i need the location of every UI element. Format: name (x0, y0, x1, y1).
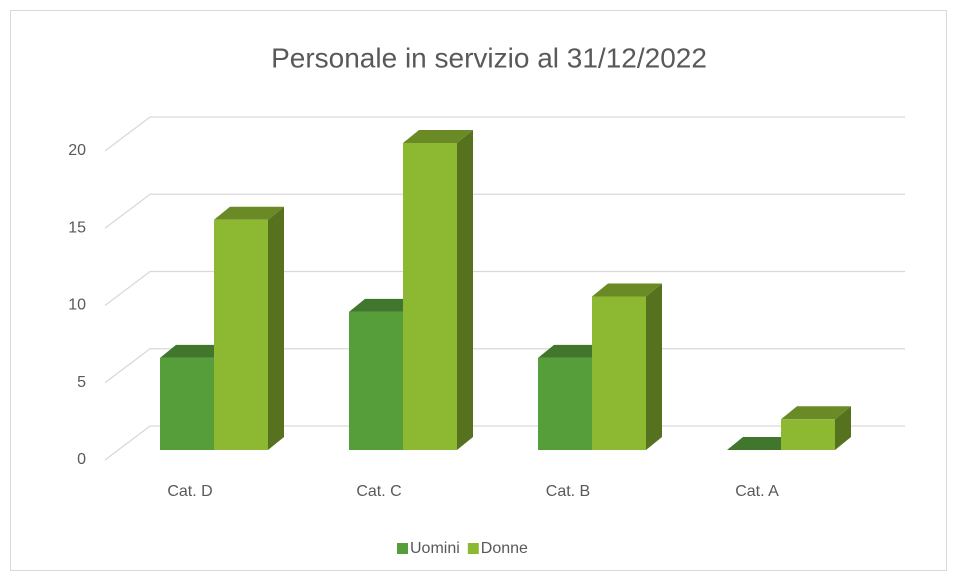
y-tick-label: 5 (77, 374, 86, 391)
bar-top (160, 344, 230, 358)
bar-side (457, 130, 473, 450)
bar-front (781, 419, 835, 450)
legend-label: Donne (481, 540, 528, 557)
bar-front (403, 143, 457, 450)
bar-side (268, 206, 284, 450)
bar (214, 206, 284, 450)
bar-top (592, 283, 662, 297)
chart-border (10, 10, 947, 571)
bar (592, 283, 662, 450)
bar-top (349, 298, 419, 312)
bar-front (349, 311, 403, 450)
bar-top (727, 437, 797, 450)
bar-top (781, 406, 851, 420)
bar-front (160, 357, 214, 450)
grid-line (104, 116, 905, 152)
legend-label: Uomini (410, 540, 460, 557)
bar-top (403, 130, 473, 143)
legend-swatch (397, 543, 408, 554)
y-tick-label: 10 (68, 297, 86, 314)
bar-front (538, 357, 592, 450)
grid-line (104, 193, 905, 229)
bar-front (214, 219, 268, 450)
bar-top (214, 206, 284, 220)
x-tick-label: Cat. A (735, 483, 779, 500)
legend-swatch (467, 543, 479, 554)
y-tick-label: 15 (68, 219, 86, 236)
x-tick-label: Cat. B (546, 483, 590, 500)
bar (403, 130, 473, 450)
x-tick-label: Cat. D (167, 483, 212, 500)
bar (727, 437, 797, 450)
bar-side (646, 283, 662, 450)
bar (781, 406, 851, 450)
chart-title: Personale in servizio al 31/12/2022 (271, 42, 707, 73)
bar-side (835, 406, 851, 450)
x-tick-label: Cat. C (356, 483, 401, 500)
bar-front (592, 296, 646, 450)
bar-top (538, 344, 608, 358)
y-tick-label: 0 (77, 451, 86, 468)
grid-line (104, 270, 905, 307)
y-tick-label: 20 (68, 142, 86, 159)
